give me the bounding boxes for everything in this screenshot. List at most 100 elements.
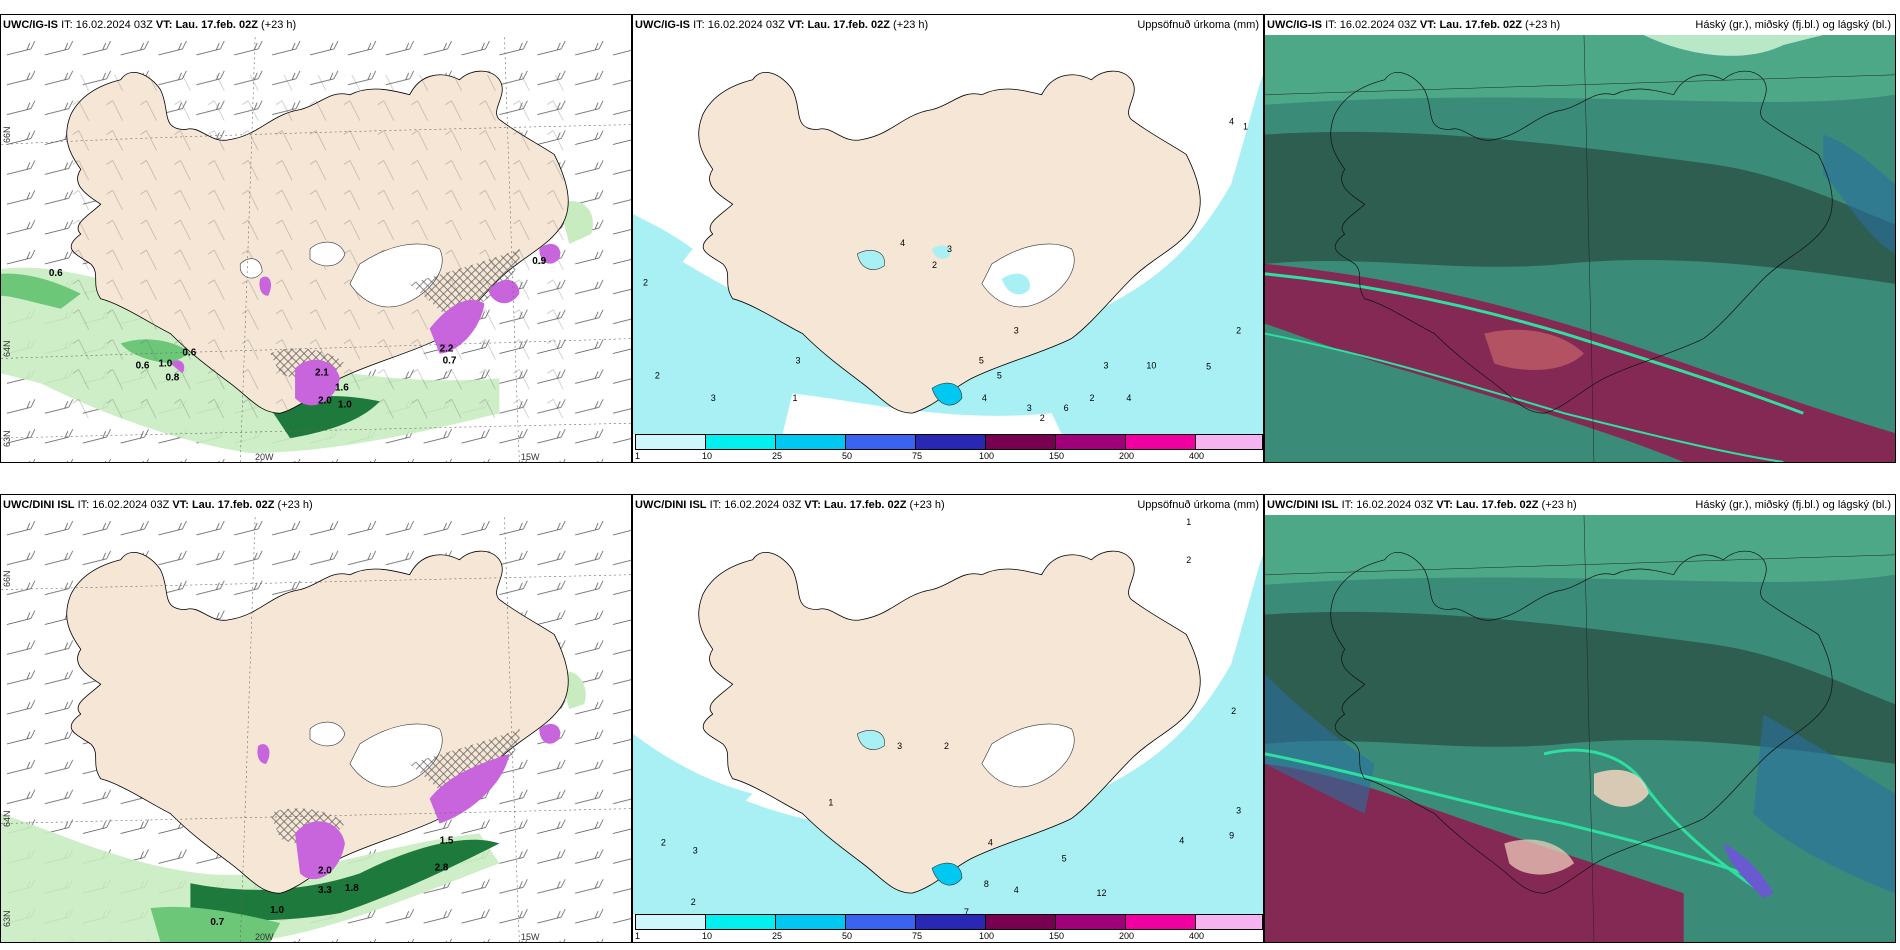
colorbar-tick: 1	[635, 451, 641, 461]
colorbar-swatch	[635, 914, 706, 930]
panel-top-mid-precip: UWC/IG-IS IT: 16.02.2024 03Z VT: Lau. 17…	[632, 14, 1264, 463]
lon-label: 20W	[255, 452, 274, 462]
value-label: 0.8	[165, 372, 179, 383]
lat-label: 64N	[2, 810, 12, 827]
precip-value: 3	[693, 845, 698, 855]
map-svg-top-right	[1265, 35, 1895, 462]
colorbar-swatch	[1055, 434, 1126, 450]
map-svg-bottom-mid: 3 2 1 2 2 3 4 8 4 5 12 4 3 2 9 2 7 1	[633, 517, 1263, 914]
colorbar-tick: 50	[842, 451, 853, 461]
precip-value: 3	[1236, 806, 1241, 816]
panel-title: UWC/IG-IS IT: 16.02.2024 03Z VT: Lau. 17…	[3, 19, 297, 31]
colorbar-tick: 10	[702, 451, 713, 461]
colorbar-swatch	[1195, 434, 1263, 450]
precip-value: 4	[1179, 835, 1184, 845]
value-label: 1.0	[338, 399, 352, 410]
colorbar-swatch	[775, 434, 846, 450]
lat-label: 63N	[2, 430, 12, 447]
value-label: 2.0	[318, 395, 332, 406]
panel-bottom-mid-precip: UWC/DINI ISL IT: 16.02.2024 03Z VT: Lau.…	[632, 494, 1264, 943]
value-label: 2.0	[318, 865, 332, 876]
colorbar-swatch	[845, 914, 916, 930]
precip-value: 2	[1090, 393, 1095, 403]
value-label: 1.0	[270, 905, 284, 916]
colorbar-tick: 100	[979, 451, 995, 461]
lat-label: 66N	[2, 570, 12, 587]
colorbar-swatch	[1125, 914, 1196, 930]
precip-value: 10	[1146, 360, 1156, 370]
precip-value: 1	[828, 798, 833, 808]
precip-value: 3	[897, 741, 902, 751]
colorbar-tick: 100	[979, 931, 995, 941]
colorbar-tick: 75	[912, 451, 923, 461]
panel-title: UWC/DINI ISL IT: 16.02.2024 03Z VT: Lau.…	[1267, 499, 1577, 511]
lon-label: 15W	[521, 932, 540, 942]
panel-title: UWC/DINI ISL IT: 16.02.2024 03Z VT: Lau.…	[635, 499, 945, 511]
precip-value: 2	[1186, 555, 1191, 565]
precip-value: 7	[964, 907, 969, 914]
colorbar-swatch	[1055, 914, 1126, 930]
cloud-title: Háský (gr.), miðský (fj.bl.) og lágský (…	[1695, 19, 1891, 31]
colorbar-tick: 25	[772, 931, 783, 941]
colorbar-swatch	[705, 914, 776, 930]
colorbar: 1 10 25 50 75 100 150 200 400	[633, 434, 1263, 462]
colorbar-tick: 25	[772, 451, 783, 461]
panel-title: UWC/IG-IS IT: 16.02.2024 03Z VT: Lau. 17…	[1267, 19, 1561, 31]
value-label: 2.1	[315, 367, 329, 378]
precip-value: 1	[1243, 122, 1248, 132]
precip-value: 2	[643, 278, 648, 288]
colorbar-tick: 1	[635, 931, 641, 941]
precip-value: 9	[1229, 830, 1234, 840]
panel-bottom-left-wind: UWC/DINI ISL IT: 16.02.2024 03Z VT: Lau.…	[0, 494, 632, 943]
precip-value: 5	[1062, 853, 1067, 863]
value-label: 2.8	[435, 862, 449, 873]
wind-precip-map: 0.7 1.0 1.8 2.0 3.3 1.5 2.8	[1, 515, 631, 942]
precip-value: 1	[792, 393, 797, 403]
panel-title: UWC/DINI ISL IT: 16.02.2024 03Z VT: Lau.…	[3, 499, 313, 511]
value-label: 0.7	[210, 917, 224, 928]
value-label: 0.9	[532, 256, 546, 267]
precip-value: 4	[988, 837, 993, 847]
map-svg-bottom-left: 0.7 1.0 1.8 2.0 3.3 1.5 2.8	[1, 515, 631, 942]
value-label: 1.0	[158, 358, 172, 369]
precip-value: 4	[1126, 393, 1131, 403]
precip-value: 3	[1014, 326, 1019, 336]
colorbar-swatch	[1195, 914, 1263, 930]
precip-value: 5	[997, 370, 1002, 380]
value-label: 0.7	[443, 355, 457, 366]
map-svg-top-left: 0.6 0.6 1.0 0.6 0.8 2.1 1.6 2.0 1.0 2.2 …	[1, 35, 631, 462]
lat-label: 64N	[2, 340, 12, 357]
cloud-title: Háský (gr.), miðský (fj.bl.) og lágský (…	[1695, 499, 1891, 511]
lat-label: 63N	[2, 910, 12, 927]
precip-value: 5	[1206, 361, 1211, 371]
precip-value: 6	[1064, 403, 1069, 413]
colorbar-swatch	[845, 434, 916, 450]
lat-label: 66N	[2, 126, 12, 143]
precip-value: 3	[1027, 403, 1032, 413]
precip-title: Uppsöfnuð úrkoma (mm)	[1137, 19, 1259, 31]
colorbar-swatch	[985, 434, 1056, 450]
colorbar-swatch	[775, 914, 846, 930]
lon-label: 15W	[521, 452, 540, 462]
colorbar: 1 10 25 50 75 100 150 200 400	[633, 914, 1263, 942]
value-label: 1.6	[335, 382, 349, 393]
precip-value: 3	[711, 393, 716, 403]
wind-precip-map: 0.6 0.6 1.0 0.6 0.8 2.1 1.6 2.0 1.0 2.2 …	[1, 35, 631, 462]
lon-label: 20W	[255, 932, 274, 942]
precip-value: 3	[1104, 360, 1109, 370]
precip-value: 2	[1236, 326, 1241, 336]
value-label: 0.6	[136, 360, 150, 371]
precip-map: 4 3 2 2 2 3 1 3 3 5 5 4 3 2 2 4 6 3 10 5…	[633, 35, 1263, 434]
cloud-map	[1265, 515, 1895, 942]
colorbar-swatch	[705, 434, 776, 450]
precip-value: 2	[932, 260, 937, 270]
colorbar-tick: 75	[912, 931, 923, 941]
precip-value: 2	[944, 741, 949, 751]
precip-value: 2	[1231, 706, 1236, 716]
colorbar-swatch	[635, 434, 706, 450]
colorbar-tick: 400	[1189, 451, 1205, 461]
panel-bottom-right-cloud: UWC/DINI ISL IT: 16.02.2024 03Z VT: Lau.…	[1264, 494, 1896, 943]
colorbar-swatch	[985, 914, 1056, 930]
value-label: 3.3	[318, 885, 332, 896]
panel-top-right-cloud: UWC/IG-IS IT: 16.02.2024 03Z VT: Lau. 17…	[1264, 14, 1896, 463]
